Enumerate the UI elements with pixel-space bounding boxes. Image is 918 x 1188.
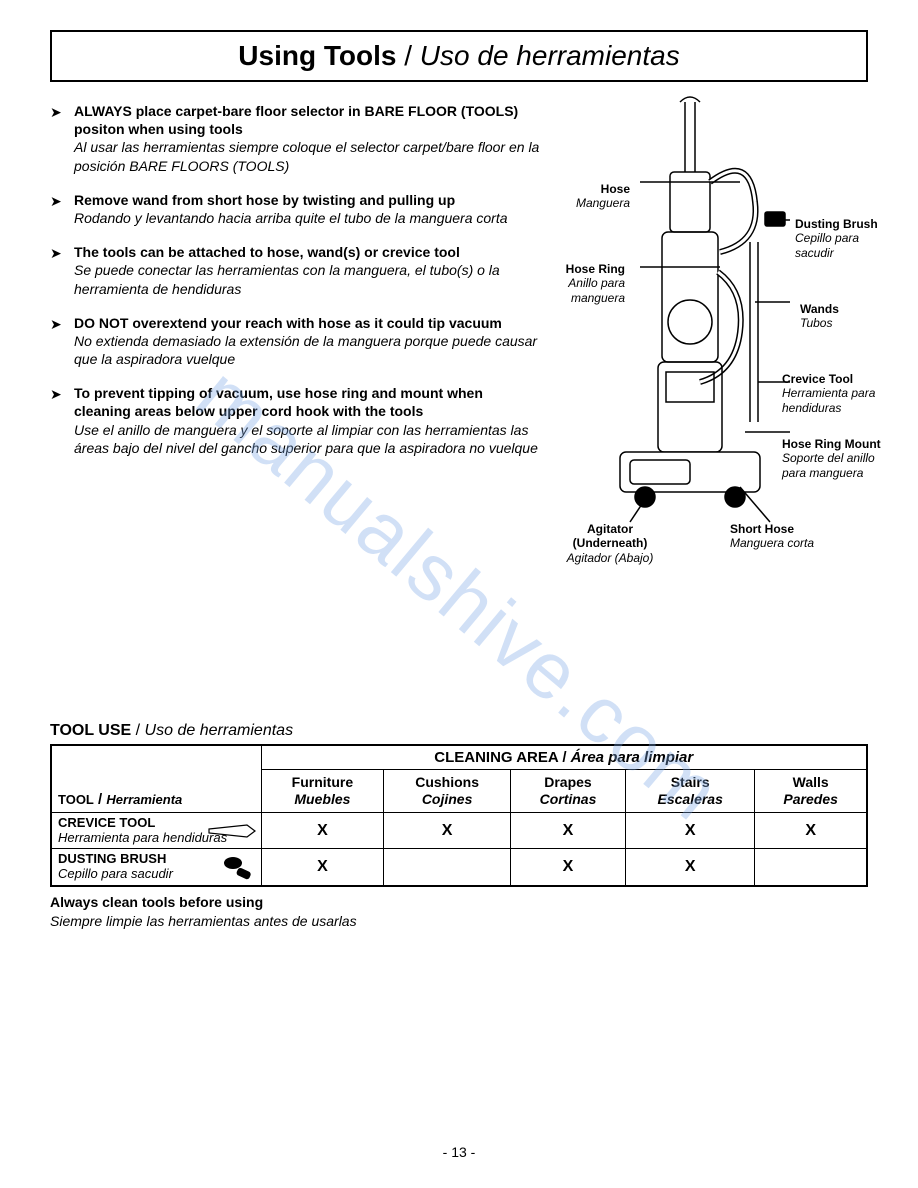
dusting-brush-icon — [221, 853, 257, 881]
mark-cell: X — [261, 812, 384, 849]
bullet-en: The tools can be attached to hose, wand(… — [74, 244, 460, 260]
mark-cell: X — [510, 812, 625, 849]
col-head: CushionsCojines — [384, 770, 511, 813]
col-head: WallsParedes — [755, 770, 867, 813]
bullet-item: ➤ DO NOT overextend your reach with hose… — [50, 314, 540, 369]
col-head: FurnitureMuebles — [261, 770, 384, 813]
area-header-cell: CLEANING AREA / Área para limpiar — [261, 745, 867, 770]
col-head: StairsEscaleras — [626, 770, 755, 813]
col-head: DrapesCortinas — [510, 770, 625, 813]
label-agitator: Agitator (Underneath)Agitador (Abajo) — [550, 522, 670, 565]
bullet-es: No extienda demasiado la extensión de la… — [74, 333, 537, 367]
mark-cell — [755, 849, 867, 886]
tool-use-table: TOOL / Herramienta CLEANING AREA / Área … — [50, 744, 868, 887]
bullet-item: ➤ To prevent tipping of vacuum, use hose… — [50, 384, 540, 457]
bullet-es: Al usar las herramientas siempre coloque… — [74, 139, 539, 173]
label-wands: WandsTubos — [800, 302, 870, 331]
label-crevice-tool: Crevice ToolHerramienta para hendiduras — [782, 372, 892, 415]
footnote: Always clean tools before using Siempre … — [50, 893, 868, 929]
bullet-es: Use el anillo de manguera y el soporte a… — [74, 422, 538, 456]
page-number: - 13 - — [0, 1144, 918, 1160]
arrow-icon: ➤ — [50, 243, 74, 298]
table-row: CREVICE TOOLHerramienta para hendiduras … — [51, 812, 867, 849]
bullet-en: ALWAYS place carpet-bare floor selector … — [74, 103, 518, 137]
bullet-item: ➤ The tools can be attached to hose, wan… — [50, 243, 540, 298]
label-hose-ring: Hose RingAnillo para manguera — [525, 262, 625, 305]
vacuum-illustration — [590, 92, 790, 552]
crevice-tool-icon — [207, 823, 257, 839]
arrow-icon: ➤ — [50, 102, 74, 175]
page-title: Using Tools / Uso de herramientas — [56, 36, 862, 76]
content-row: ➤ ALWAYS place carpet-bare floor selecto… — [50, 102, 868, 602]
bullet-list: ➤ ALWAYS place carpet-bare floor selecto… — [50, 102, 540, 602]
arrow-icon: ➤ — [50, 191, 74, 227]
title-es: Uso de herramientas — [420, 40, 680, 71]
mark-cell: X — [755, 812, 867, 849]
mark-cell: X — [261, 849, 384, 886]
label-dusting-brush: Dusting BrushCepillo para sacudir — [795, 217, 885, 260]
row-head-dusting: DUSTING BRUSHCepillo para sacudir — [51, 849, 261, 886]
arrow-icon: ➤ — [50, 384, 74, 457]
row-head-crevice: CREVICE TOOLHerramienta para hendiduras — [51, 812, 261, 849]
bullet-en: DO NOT overextend your reach with hose a… — [74, 315, 502, 331]
title-en: Using Tools — [238, 40, 396, 71]
bullet-es: Se puede conectar las herramientas con l… — [74, 262, 500, 296]
tool-header-cell: TOOL / Herramienta — [51, 745, 261, 812]
arrow-icon: ➤ — [50, 314, 74, 369]
bullet-es: Rodando y levantando hacia arriba quite … — [74, 210, 508, 226]
vacuum-diagram: HoseManguera Dusting BrushCepillo para s… — [550, 102, 868, 602]
mark-cell: X — [626, 849, 755, 886]
title-sep: / — [396, 40, 419, 71]
label-hose: HoseManguera — [540, 182, 630, 211]
label-hose-ring-mount: Hose Ring MountSoporte del anillo para m… — [782, 437, 882, 480]
bullet-item: ➤ Remove wand from short hose by twistin… — [50, 191, 540, 227]
mark-cell: X — [626, 812, 755, 849]
mark-cell: X — [384, 812, 511, 849]
title-box: Using Tools / Uso de herramientas — [50, 30, 868, 82]
bullet-en: To prevent tipping of vacuum, use hose r… — [74, 385, 483, 419]
section-heading: TOOL USE / Uso de herramientas — [50, 722, 868, 740]
table-row: DUSTING BRUSHCepillo para sacudir X X X — [51, 849, 867, 886]
mark-cell: X — [510, 849, 625, 886]
bullet-item: ➤ ALWAYS place carpet-bare floor selecto… — [50, 102, 540, 175]
bullet-en: Remove wand from short hose by twisting … — [74, 192, 455, 208]
label-short-hose: Short HoseManguera corta — [730, 522, 820, 551]
mark-cell — [384, 849, 511, 886]
